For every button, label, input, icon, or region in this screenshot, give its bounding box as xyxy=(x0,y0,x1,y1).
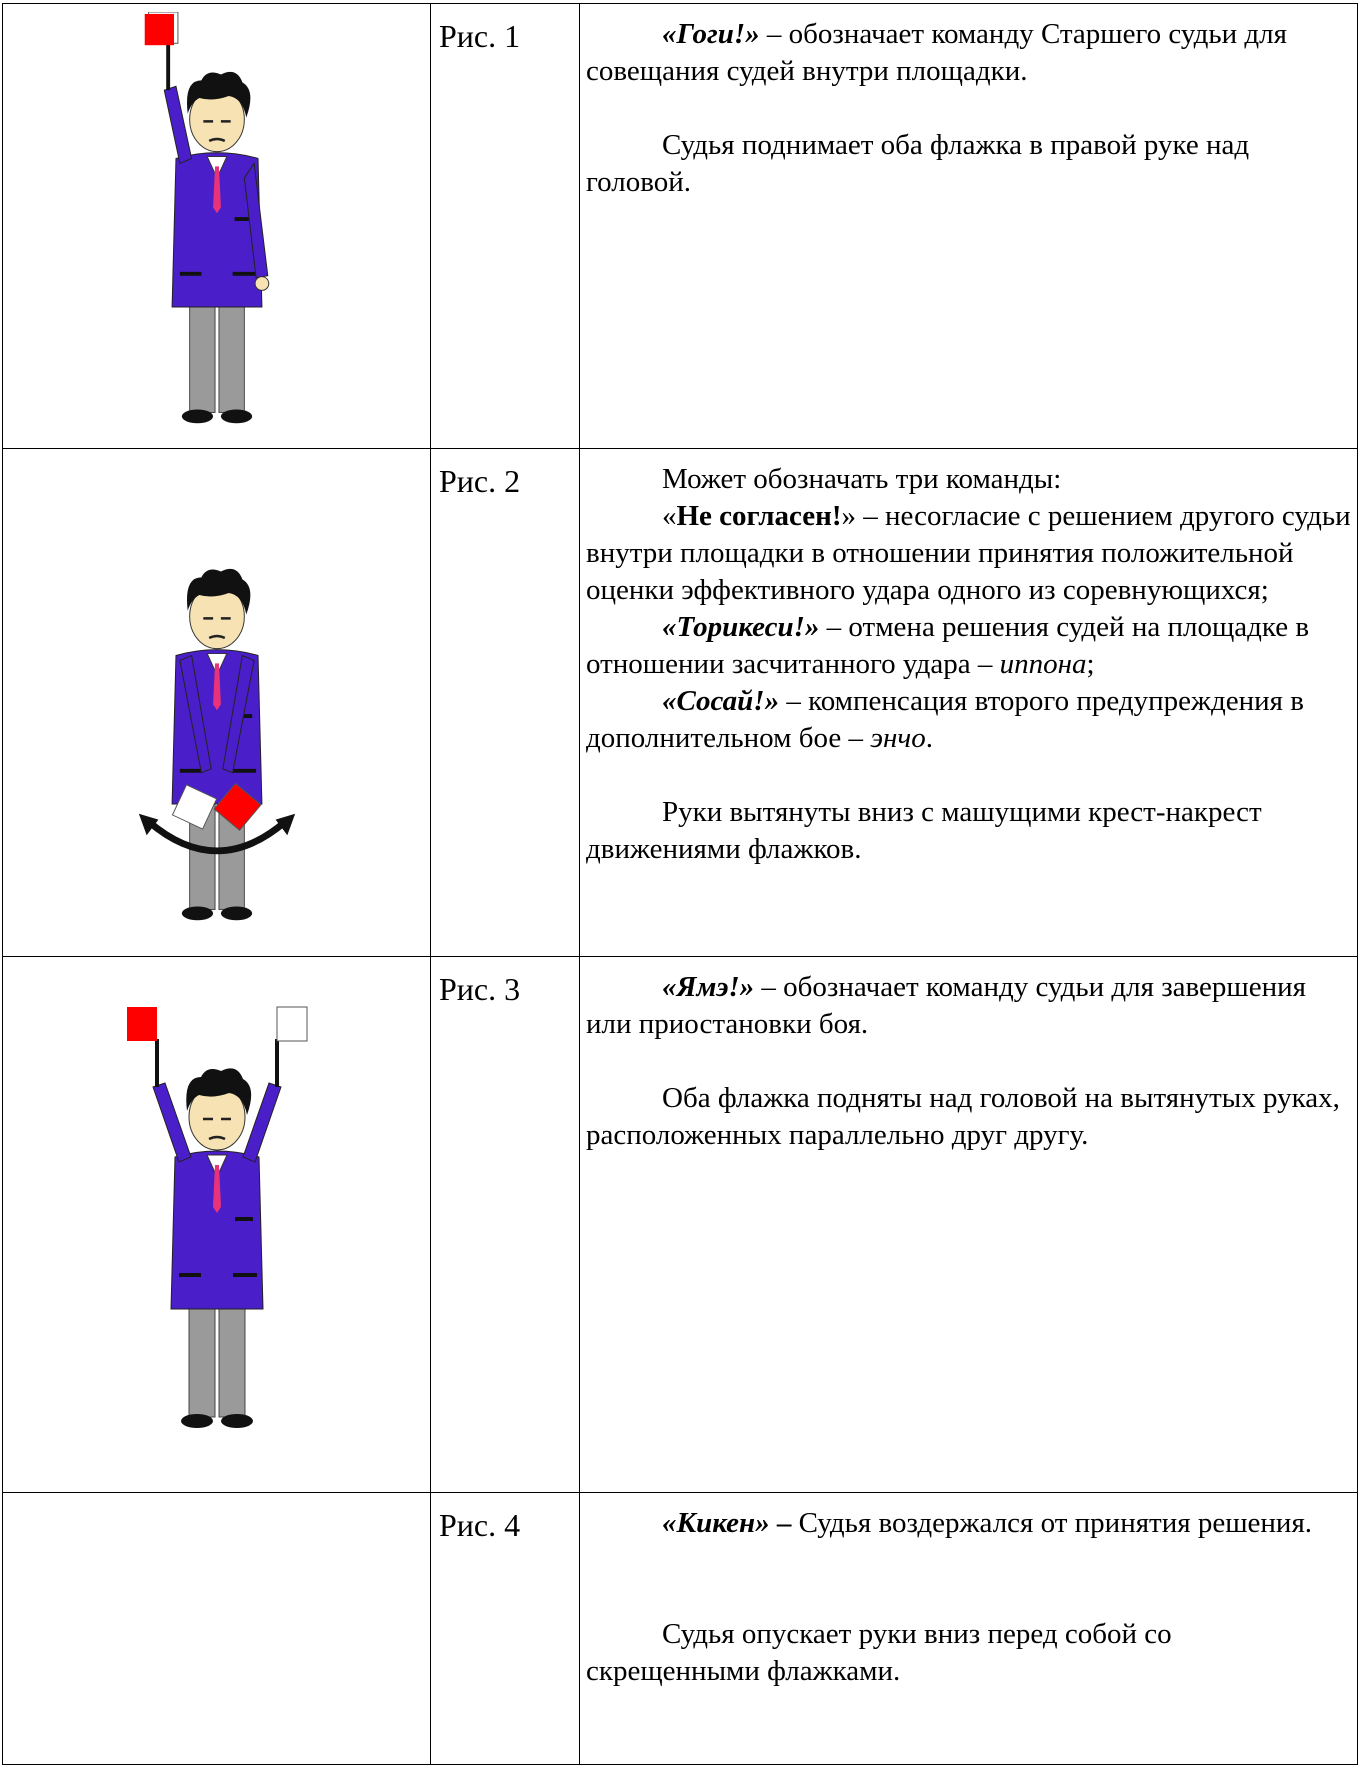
text-run: Оба флажка подняты над головой на вытяну… xyxy=(586,1082,1340,1151)
description: «Гоги!» – обозначает команду Старшего су… xyxy=(579,3,1358,449)
text-run: Не согласен! xyxy=(676,500,842,532)
text-run: энчо xyxy=(870,722,926,754)
text-run: » – несогласие с решением другого судьи … xyxy=(586,500,1351,606)
paragraph: Может обозначать три команды: xyxy=(586,461,1351,498)
figure-label: Рис. 1 xyxy=(430,3,580,449)
text-block: Судья поднимает оба флажка в правой руке… xyxy=(586,127,1351,201)
paragraph: Судья поднимает оба флажка в правой руке… xyxy=(586,127,1351,201)
text-block: «Кикен» – Судья воздержался от принятия … xyxy=(586,1505,1351,1542)
text-run: – компенсация второго предупреждения в д… xyxy=(586,685,1304,754)
referee-figure xyxy=(144,11,269,426)
text-run: – обозначает команду судьи для завершени… xyxy=(586,971,1307,1040)
text-run: «Гоги!» xyxy=(662,18,760,50)
page: Рис. 1 «Гоги!» – обозначает команду Стар… xyxy=(0,3,1359,1765)
signals-table: Рис. 1 «Гоги!» – обозначает команду Стар… xyxy=(2,3,1358,1765)
figure-cell xyxy=(2,3,431,449)
text-block: Может обозначать три команды: «Не согласе… xyxy=(586,461,1351,757)
text-run: – отмена решения судей на площадке в отн… xyxy=(586,611,1310,680)
figure-label: Рис. 2 xyxy=(430,448,580,957)
text-block: Судья опускает руки вниз перед собой со … xyxy=(586,1616,1351,1690)
paragraph: Судья опускает руки вниз перед собой со … xyxy=(586,1616,1351,1690)
text-run: – обозначает команду Старшего судьи для … xyxy=(586,18,1287,87)
figure-label: Рис. 3 xyxy=(430,956,580,1493)
text-run: Судья поднимает оба флажка в правой руке… xyxy=(586,129,1250,198)
description: Может обозначать три команды: «Не согласе… xyxy=(579,448,1358,957)
text-run: Судья опускает руки вниз перед собой со … xyxy=(586,1618,1172,1687)
paragraph: «Сосай!» – компенсация второго предупреж… xyxy=(586,683,1351,757)
text-run: . xyxy=(925,722,933,754)
text-run: «Торикеси!» xyxy=(662,611,820,643)
description: «Ямэ!» – обозначает команду судьи для за… xyxy=(579,956,1358,1493)
figure-cell xyxy=(2,956,431,1493)
description: «Кикен» – Судья воздержался от принятия … xyxy=(579,1492,1358,1765)
text-run: иппона xyxy=(999,648,1087,680)
paragraph: «Не согласен!» – несогласие с решением д… xyxy=(586,498,1351,609)
text-run: «Кикен» xyxy=(662,1507,770,1539)
text-run: « xyxy=(662,500,677,532)
paragraph: Оба флажка подняты над головой на вытяну… xyxy=(586,1080,1351,1154)
text-block: «Гоги!» – обозначает команду Старшего су… xyxy=(586,16,1351,90)
text-run: Руки вытянуты вниз с машущими крест-накр… xyxy=(586,796,1262,865)
text-run: «Сосай!» xyxy=(662,685,780,717)
text-block: Руки вытянуты вниз с машущими крест-накр… xyxy=(586,794,1351,868)
text-run: ; xyxy=(1086,648,1095,680)
text-run: Может обозначать три команды: xyxy=(662,463,1062,495)
paragraph: Руки вытянуты вниз с машущими крест-накр… xyxy=(586,794,1351,868)
text-run: «Ямэ!» xyxy=(662,971,755,1003)
figure-cell xyxy=(2,1492,431,1765)
paragraph: «Кикен» – Судья воздержался от принятия … xyxy=(586,1505,1351,1542)
paragraph: «Ямэ!» – обозначает команду судьи для за… xyxy=(586,969,1351,1043)
figure-cell xyxy=(2,448,431,957)
figure-label: Рис. 4 xyxy=(430,1492,580,1765)
text-run: – xyxy=(769,1507,799,1539)
paragraph: «Торикеси!» – отмена решения судей на пл… xyxy=(586,609,1351,683)
text-run: Судья воздержался от принятия решения. xyxy=(798,1507,1313,1539)
referee-figure xyxy=(126,1006,307,1430)
referee-figure xyxy=(138,566,295,923)
text-block: Оба флажка подняты над головой на вытяну… xyxy=(586,1080,1351,1154)
paragraph: «Гоги!» – обозначает команду Старшего су… xyxy=(586,16,1351,90)
text-block: «Ямэ!» – обозначает команду судьи для за… xyxy=(586,969,1351,1043)
